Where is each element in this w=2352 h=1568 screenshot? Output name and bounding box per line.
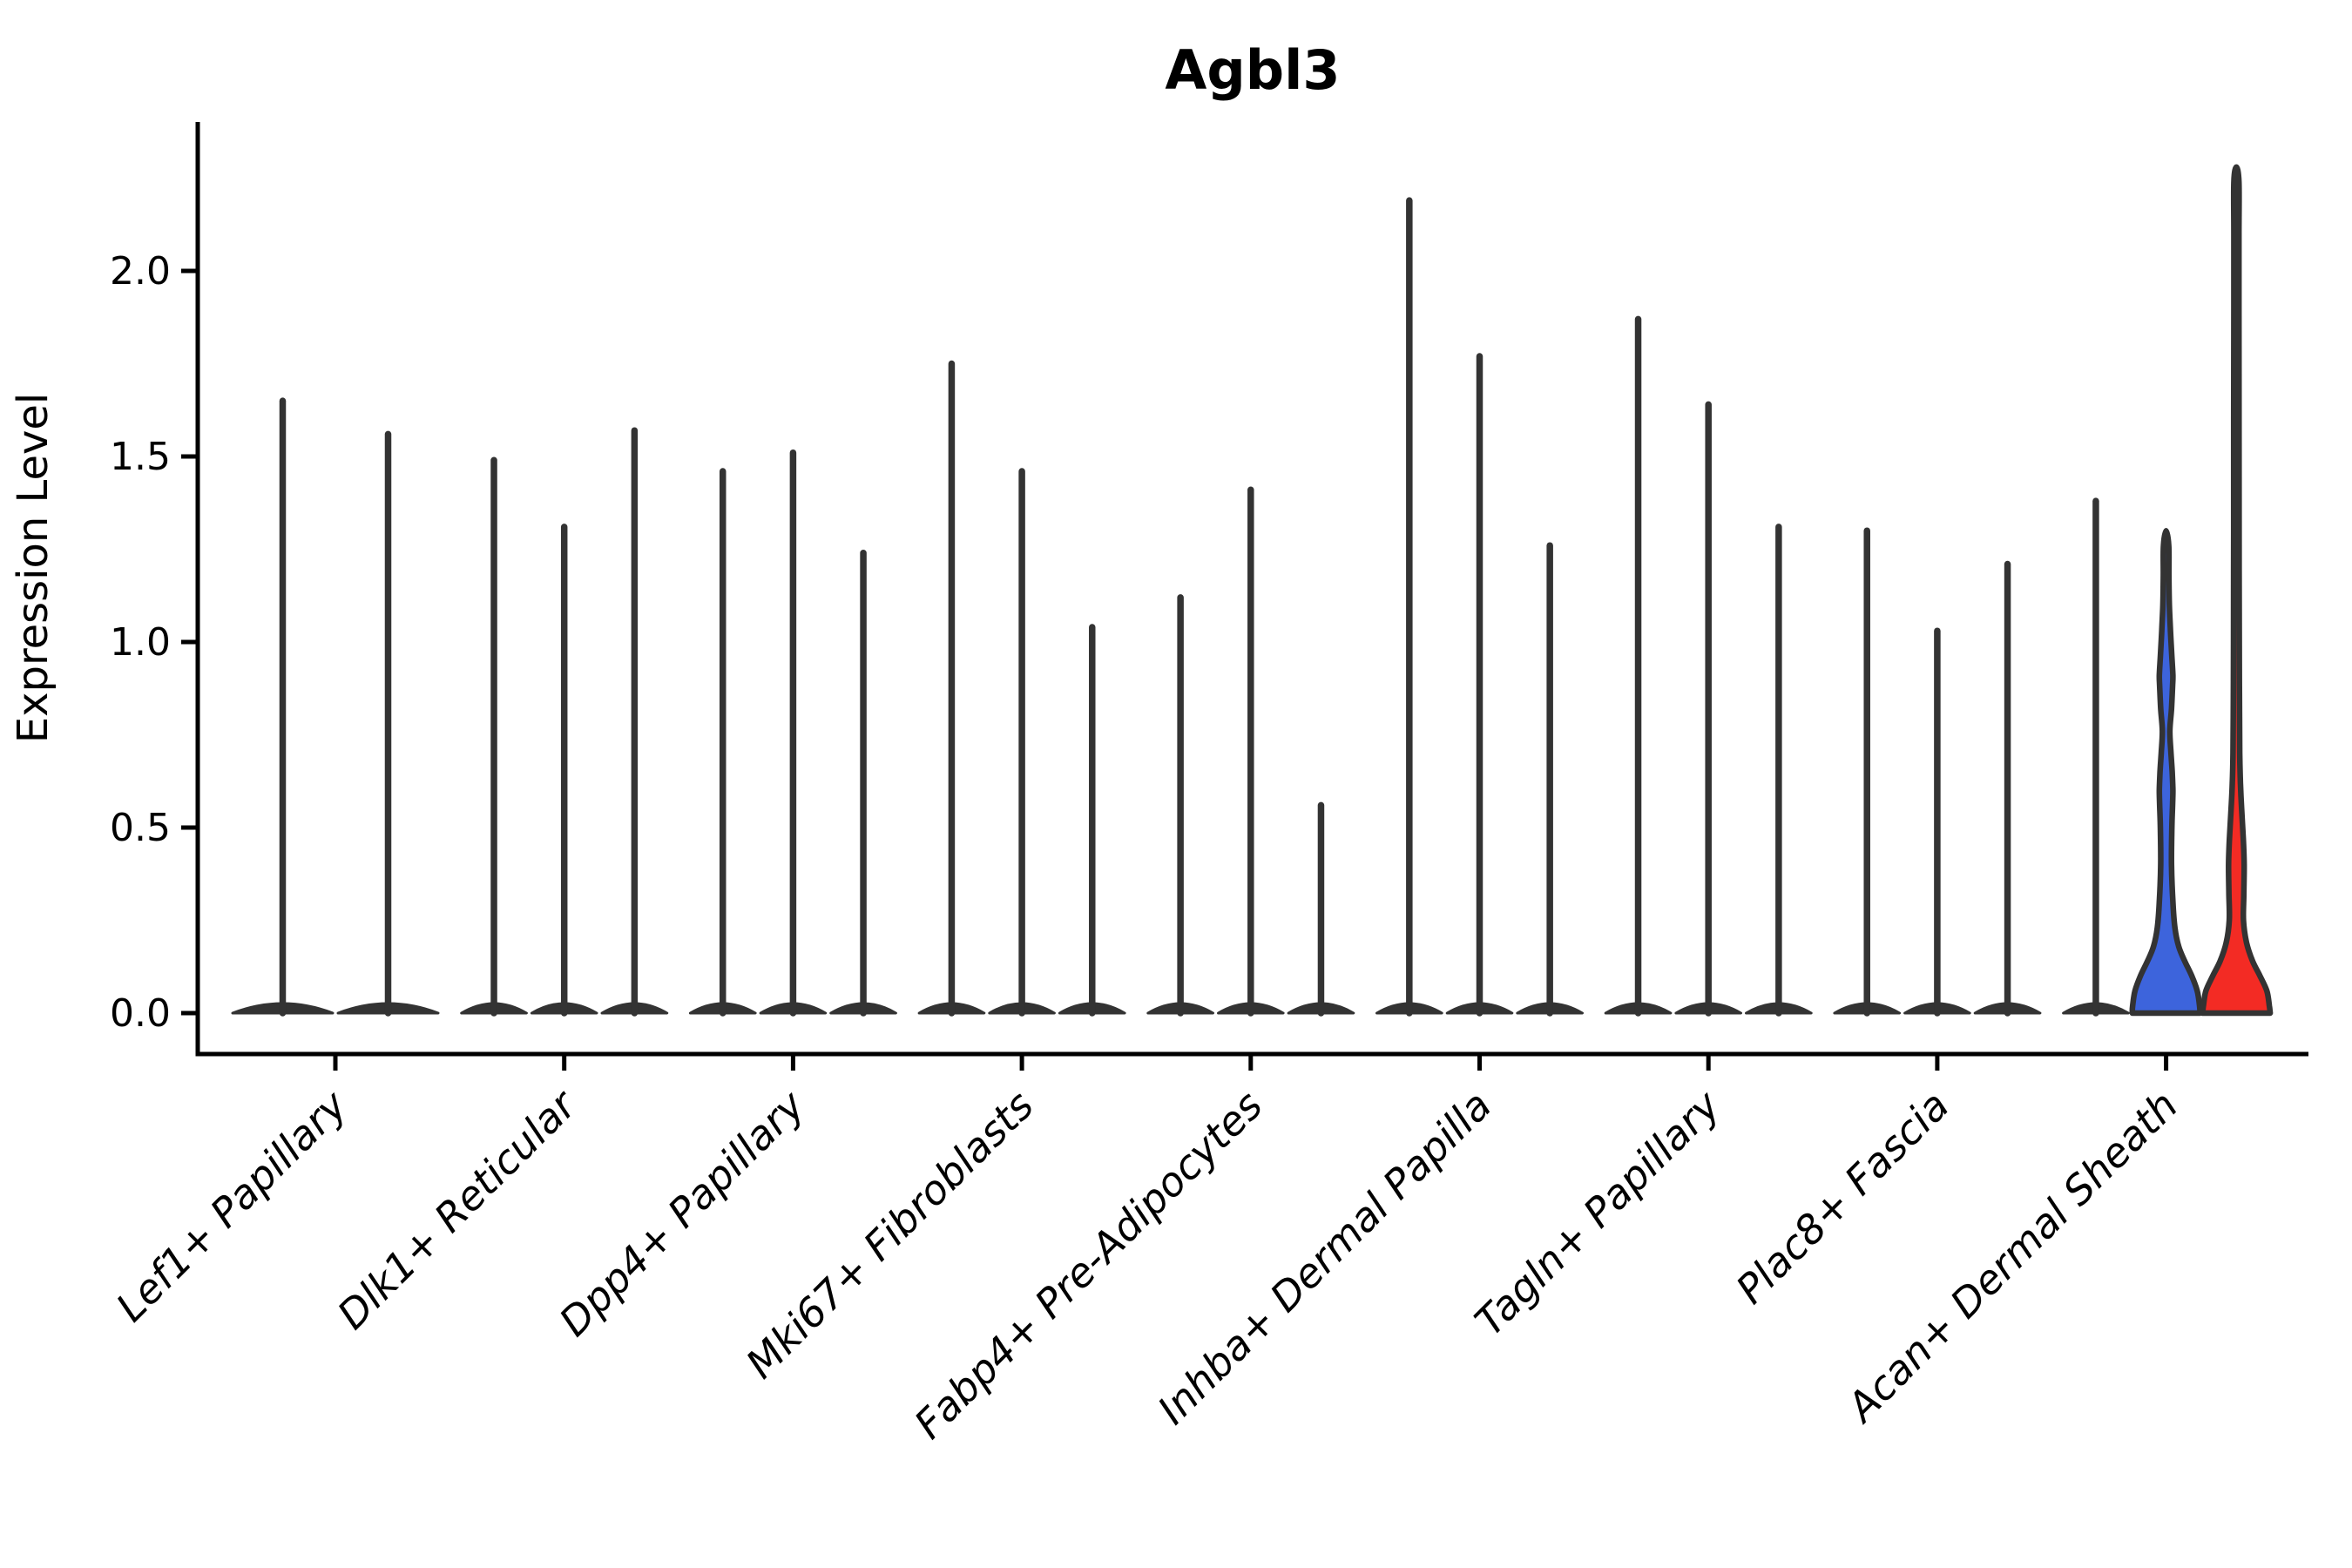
x-tick-label: Tagln+ Papillary	[1466, 1081, 1730, 1345]
y-tick-label: 1.5	[110, 435, 171, 479]
y-tick-label: 0.5	[110, 806, 171, 850]
x-tick-label: Lef1+ Papillary	[107, 1081, 356, 1330]
violin-body	[2200, 164, 2274, 1017]
y-tick-label: 0.0	[110, 991, 171, 1036]
y-tick-label: 2.0	[110, 249, 171, 294]
y-axis-label: Expression Level	[9, 393, 57, 744]
x-tick-label: Plac8+ Fascia	[1727, 1082, 1957, 1313]
x-tick-label: Dpp4+ Papillary	[551, 1081, 814, 1345]
chart-title: Agbl3	[1165, 38, 1340, 102]
y-tick-label: 1.0	[110, 620, 171, 665]
x-tick-label: Dlk1+ Reticular	[328, 1079, 587, 1338]
violin-body	[2129, 527, 2203, 1017]
